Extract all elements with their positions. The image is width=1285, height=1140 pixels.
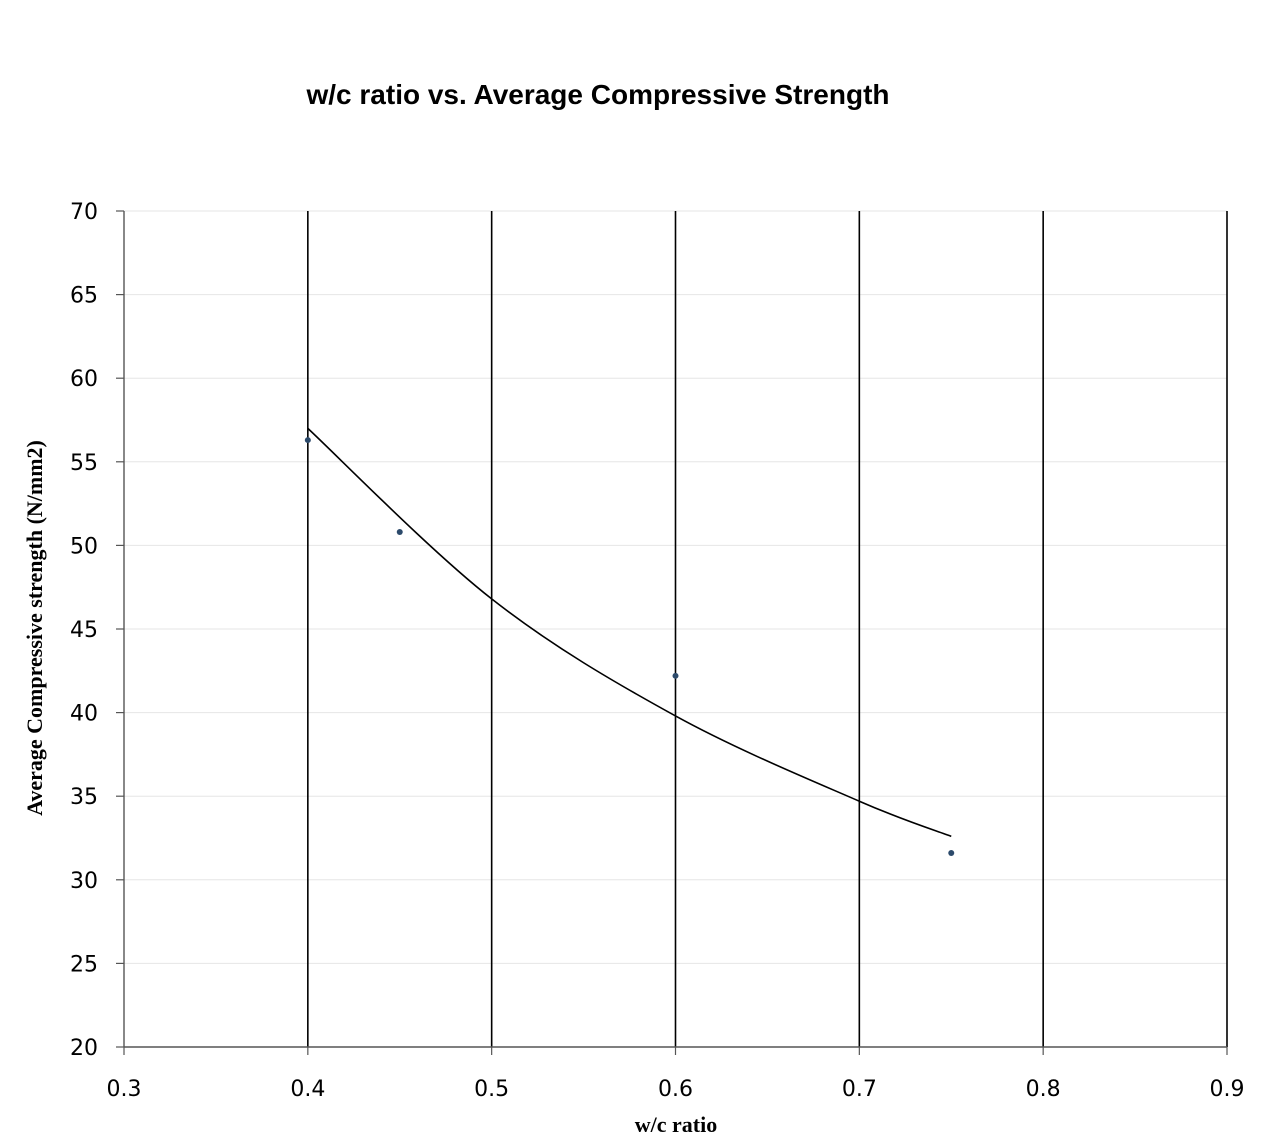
- y-tick-label: 60: [70, 367, 98, 392]
- x-axis-title: w/c ratio: [635, 1112, 717, 1137]
- x-tick-label: 0.9: [1210, 1077, 1245, 1102]
- y-axis-title: Average Compressive strength (N/mm2): [22, 440, 47, 816]
- y-tick-label: 50: [70, 534, 98, 559]
- data-point: [672, 672, 679, 679]
- data-point: [304, 437, 311, 444]
- y-tick-labels: 20 25 30 35 40 45 50 55 60 65 70: [70, 200, 98, 1061]
- trendline-group: [307, 427, 952, 838]
- x-tick-label: 0.8: [1026, 1077, 1061, 1102]
- chart-title: w/c ratio vs. Average Compressive Streng…: [305, 79, 889, 110]
- y-tick-label: 30: [70, 869, 98, 894]
- data-points: [304, 437, 955, 857]
- y-tick-label: 65: [70, 284, 98, 309]
- y-tick-label: 70: [70, 200, 98, 225]
- y-tick-label: 35: [70, 785, 98, 810]
- vertical-gridlines: [307, 211, 1228, 1047]
- y-tick-label: 55: [70, 451, 98, 476]
- y-tick-label: 25: [70, 952, 98, 977]
- data-point: [396, 529, 403, 536]
- trendline: [307, 427, 952, 838]
- axes: [116, 210, 1228, 1055]
- y-tick-label: 40: [70, 702, 98, 727]
- x-tick-labels: 0.3 0.4 0.5 0.6 0.7 0.8 0.9: [107, 1077, 1245, 1102]
- data-point: [948, 850, 955, 857]
- x-tick-label: 0.6: [658, 1077, 693, 1102]
- x-tick-label: 0.4: [290, 1077, 325, 1102]
- y-tick-label: 20: [70, 1036, 98, 1061]
- x-tick-label: 0.7: [842, 1077, 877, 1102]
- y-tick-label: 45: [70, 618, 98, 643]
- x-tick-label: 0.5: [474, 1077, 509, 1102]
- x-tick-label: 0.3: [107, 1077, 142, 1102]
